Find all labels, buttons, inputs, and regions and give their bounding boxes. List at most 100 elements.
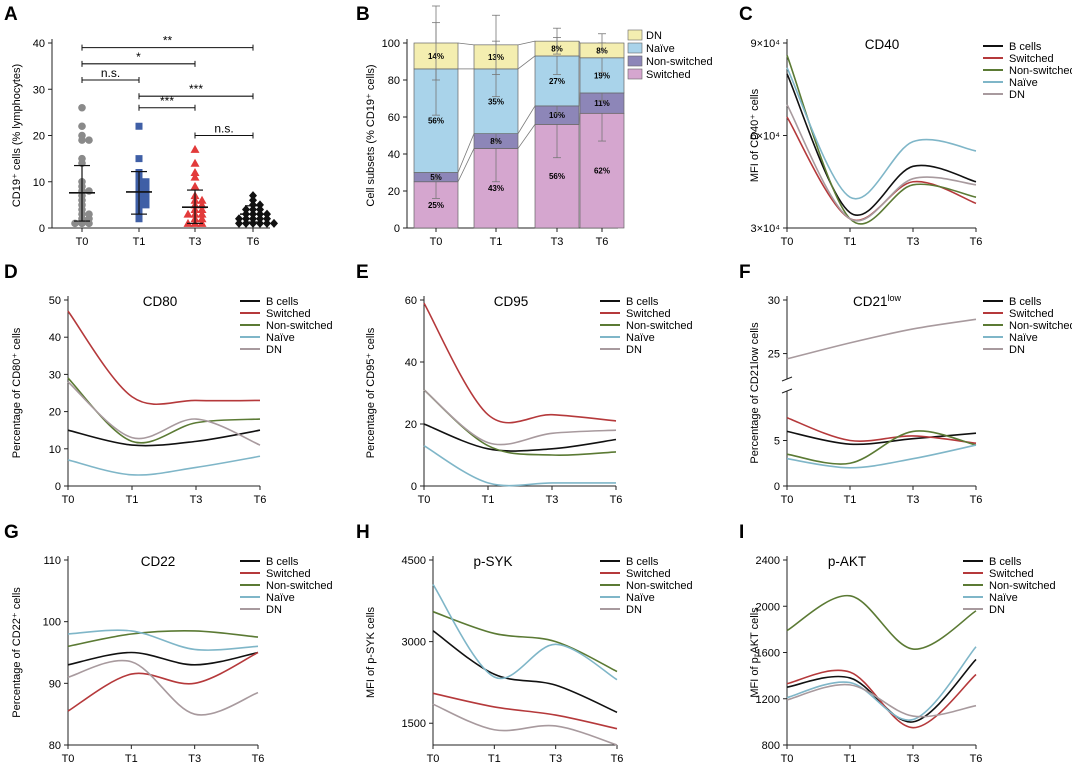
- x-tick-label: T3: [907, 494, 920, 506]
- x-tick-label: T0: [781, 753, 794, 765]
- y-tick-label: 0: [774, 481, 780, 493]
- data-point: [256, 214, 264, 224]
- legend-label: DN: [626, 344, 642, 356]
- y-tick-label: 40: [388, 149, 400, 161]
- segment-label: 43%: [488, 184, 504, 193]
- y-tick-label: 20: [388, 186, 400, 198]
- y-tick-label: 5: [774, 436, 780, 448]
- data-point: [78, 122, 86, 131]
- legend-label: B cells: [266, 556, 299, 568]
- series-line: [67, 429, 261, 447]
- data-point: [242, 218, 250, 228]
- series-line: [67, 659, 259, 716]
- panel-E: E T0 T1 T3 T6 0 20 40 60 Percentage of CD95⁺ cell…: [356, 262, 693, 506]
- series-line: [423, 389, 617, 446]
- x-tick-label: T0: [418, 494, 431, 506]
- y-tick-label: 9×10⁴: [750, 38, 780, 50]
- x-tick-label: T3: [907, 236, 920, 248]
- data-point: [135, 155, 143, 163]
- segment-label: 19%: [594, 71, 610, 80]
- y-tick-label: 40: [49, 332, 61, 344]
- data-point: [85, 136, 93, 144]
- data-point: [190, 181, 200, 190]
- x-tick-label: T1: [490, 236, 503, 248]
- data-point: [249, 191, 257, 201]
- panel-G: G T0 T1 T3 T6 80 90 100 110 Percentage of CD22⁺ c…: [4, 522, 333, 765]
- x-tick-label: T6: [254, 494, 267, 506]
- legend-label: Switched: [626, 308, 671, 320]
- y-tick-label: 40: [33, 38, 45, 50]
- legend-swatch: [627, 68, 643, 80]
- data-point: [249, 218, 257, 228]
- data-point: [190, 168, 200, 176]
- legend-label: Non-switched: [989, 580, 1056, 592]
- significance-label: *: [136, 50, 141, 64]
- series-line: [423, 445, 616, 487]
- y-tick-label: 1200: [756, 694, 780, 706]
- x-tick-label: T6: [247, 236, 260, 248]
- legend-label: DN: [266, 604, 282, 616]
- legend-label: Naïve: [266, 592, 295, 604]
- y-tick-label: 1600: [756, 648, 780, 660]
- x-tick-label: T1: [125, 753, 138, 765]
- data-point: [235, 218, 243, 228]
- x-tick-label: T0: [76, 236, 89, 248]
- series-line: [67, 651, 259, 712]
- panel-B: B Cell subsets (% CD19⁺ cells) 0 20 40 60 80 10…: [356, 4, 713, 248]
- y-tick-label: 60: [388, 112, 400, 124]
- significance-label: **: [163, 34, 173, 48]
- legend-label: Naïve: [1009, 77, 1038, 89]
- connector-line: [517, 55, 536, 70]
- x-tick-label: T0: [427, 753, 440, 765]
- y-tick-label: 90: [49, 678, 61, 690]
- panel-H: H T0 T1 T3 T6 1500 3000 4500 MFI of p-SYK cells p…: [356, 522, 693, 765]
- data-point: [249, 195, 257, 205]
- y-axis-label: MFI of p-SYK cells: [365, 606, 377, 698]
- data-point: [263, 218, 271, 228]
- series-line: [786, 669, 977, 729]
- significance-label: n.s.: [101, 66, 120, 80]
- panel-F: F 0 5 25 30 T0 T1 T3 T6 Percentage of CD21low cel…: [739, 262, 1072, 506]
- segment-label: 27%: [549, 77, 565, 86]
- x-tick-label: T6: [970, 753, 983, 765]
- y-tick-label: 30: [33, 84, 45, 96]
- data-point: [78, 136, 86, 144]
- panel-label-A: A: [4, 4, 18, 25]
- series-line: [432, 703, 618, 746]
- panel-label-E: E: [356, 262, 369, 283]
- segment-label: 11%: [594, 99, 610, 108]
- panel-D: D T0 T1 T3 T6 0 10 20 30 40 50 Percentage of CD80⁺ …: [4, 262, 333, 506]
- legend-label: DN: [626, 604, 642, 616]
- y-tick-label: 10: [33, 177, 45, 189]
- data-point: [242, 214, 250, 224]
- panel-label-G: G: [4, 522, 19, 543]
- chart-title: CD21low: [853, 293, 902, 309]
- legend-label: Naïve: [626, 332, 655, 344]
- connector-line: [517, 105, 536, 134]
- legend-label: Naïve: [646, 43, 675, 55]
- x-tick-label: T3: [189, 236, 202, 248]
- data-point: [183, 209, 193, 218]
- data-point: [85, 187, 93, 195]
- y-tick-label: 20: [405, 419, 417, 431]
- connector-line: [578, 92, 581, 106]
- connector-line: [517, 124, 536, 149]
- series-line: [423, 302, 617, 424]
- y-axis-label: CD19⁺ cells (% lymphocytes): [11, 64, 23, 207]
- y-tick-label: 4500: [402, 555, 426, 567]
- y-tick-label: 80: [49, 740, 61, 752]
- connector-line: [578, 40, 581, 44]
- y-tick-label: 80: [388, 75, 400, 87]
- data-point: [142, 196, 150, 204]
- x-tick-label: T3: [546, 494, 559, 506]
- y-tick-label: 3000: [402, 637, 426, 649]
- x-tick-label: T6: [596, 236, 609, 248]
- data-point: [256, 200, 264, 210]
- legend-label: Non-switched: [1009, 320, 1072, 332]
- legend-label: DN: [1009, 344, 1025, 356]
- y-tick-label: 110: [43, 555, 61, 567]
- x-tick-label: T1: [488, 753, 501, 765]
- chart-title: CD22: [141, 554, 176, 569]
- panel-label-B: B: [356, 4, 370, 25]
